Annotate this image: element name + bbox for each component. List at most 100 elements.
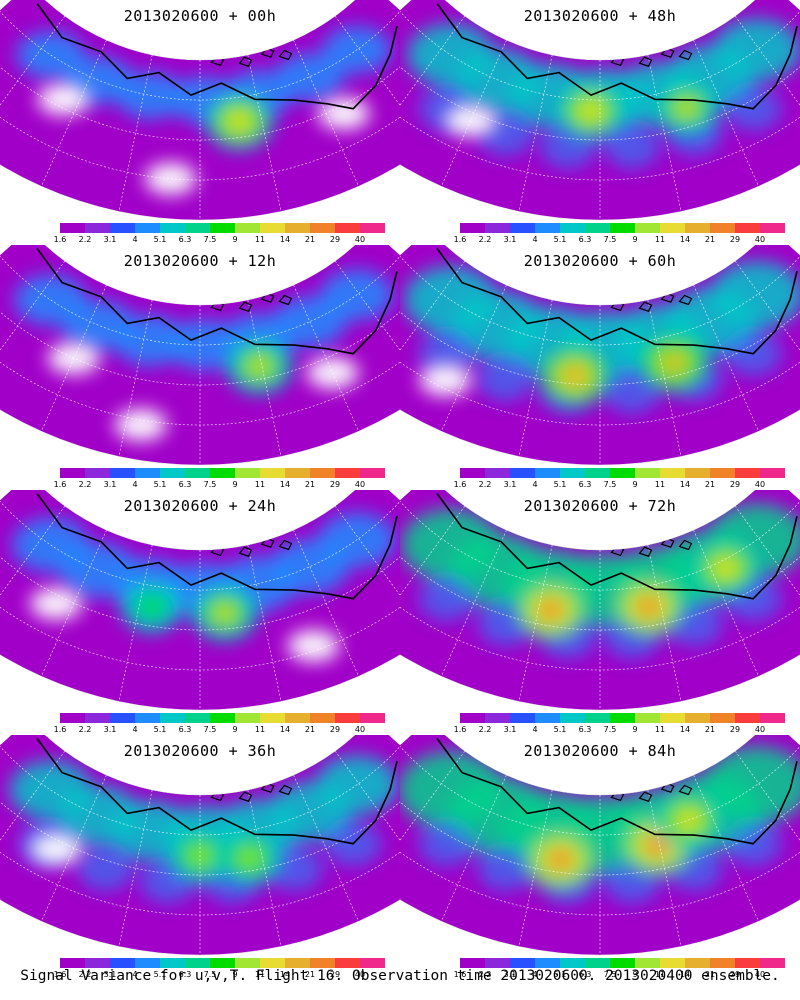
colorbar-swatch [510, 468, 535, 478]
colorbar-labels: 1.6 2.2 3.1 4 5.1 6.3 7.5 9 11 14 21 29 40 [54, 725, 365, 735]
colorbar-swatch [710, 223, 735, 233]
colorbar-labels: 1.6 2.2 3.1 4 5.1 6.3 7.5 9 11 14 21 29 40 [454, 725, 765, 735]
colorbar-swatch [335, 713, 360, 723]
colorbar-swatch [660, 468, 685, 478]
panel-title: 2013020600 + 24h [123, 497, 277, 515]
colorbar-label: 21 [704, 725, 716, 734]
colorbar-swatch [160, 468, 185, 478]
colorbar-label: 7.5 [203, 970, 217, 979]
colorbar-swatch [285, 958, 310, 968]
colorbar-swatch [660, 713, 685, 723]
colorbar-swatch [735, 713, 760, 723]
colorbar-swatch [535, 223, 560, 233]
colorbar-label: 3.1 [103, 725, 117, 734]
figure-caption: Signal Variance for u,v,T. Flight 16. Ob… [20, 968, 780, 984]
colorbar-label: 40 [354, 235, 366, 244]
colorbar-swatch [710, 958, 735, 968]
colorbar-swatch [110, 223, 135, 233]
colorbar-label: 6.3 [178, 725, 192, 734]
colorbar-label: 9 [232, 480, 238, 489]
colorbar-swatch [310, 223, 335, 233]
colorbar-swatch [135, 713, 160, 723]
colorbar-swatch [510, 713, 535, 723]
colorbar [460, 713, 785, 723]
colorbar-swatch [160, 958, 185, 968]
colorbar-label: 29 [329, 480, 341, 489]
panel-title: 2013020600 + 00h [123, 7, 277, 25]
colorbar-swatch [760, 958, 785, 968]
colorbar-label: 6.3 [578, 480, 592, 489]
colorbar-swatch [735, 223, 760, 233]
colorbar [460, 468, 785, 478]
colorbar-swatch [335, 468, 360, 478]
colorbar-label: 3.1 [503, 725, 517, 734]
colorbar-swatch [635, 713, 660, 723]
colorbar-label: 9 [232, 970, 238, 979]
colorbar-label: 3.1 [503, 480, 517, 489]
colorbar-label: 2.2 [478, 480, 492, 489]
colorbar-label: 4 [132, 480, 138, 489]
colorbar-labels: 1.6 2.2 3.1 4 5.1 6.3 7.5 9 11 14 21 29 40 [54, 235, 365, 245]
colorbar-swatch [85, 958, 110, 968]
colorbar-swatch [535, 713, 560, 723]
colorbar-swatch [735, 468, 760, 478]
colorbar-label: 5.1 [553, 480, 567, 489]
forecast-panel: 2013020600 + 84h 1.6 2.2 3.1 4 5.1 6.3 7.5 9 11 14… [400, 735, 800, 980]
colorbar-swatch [560, 713, 585, 723]
colorbar-label: 14 [679, 480, 691, 489]
colorbar-swatch [460, 468, 485, 478]
colorbar-label: 40 [354, 480, 366, 489]
colorbar-label: 40 [754, 235, 766, 244]
colorbar-swatch [710, 713, 735, 723]
colorbar-swatch [760, 223, 785, 233]
colorbar-swatch [135, 223, 160, 233]
colorbar-swatch [660, 223, 685, 233]
colorbar-swatch [460, 958, 485, 968]
colorbar-label: 21 [304, 970, 316, 979]
colorbar-swatch [185, 468, 210, 478]
colorbar-swatch [210, 713, 235, 723]
colorbar-swatch [160, 223, 185, 233]
colorbar-swatch [610, 223, 635, 233]
colorbar-label: 11 [654, 480, 666, 489]
colorbar-label: 7.5 [203, 235, 217, 244]
colorbar-swatch [85, 468, 110, 478]
colorbar-swatch [685, 223, 710, 233]
colorbar-swatch [485, 468, 510, 478]
colorbar-label: 5.1 [553, 725, 567, 734]
colorbar-label: 11 [254, 725, 266, 734]
colorbar-label: 11 [254, 970, 266, 979]
colorbar-swatch [335, 223, 360, 233]
colorbar-label: 1.6 [453, 970, 467, 979]
colorbar-label: 14 [679, 725, 691, 734]
colorbar-swatch [735, 958, 760, 968]
colorbar-label: 1.6 [453, 725, 467, 734]
colorbar-swatch [110, 713, 135, 723]
colorbar-swatch [460, 713, 485, 723]
colorbar-swatch [110, 958, 135, 968]
colorbar-labels: 1.6 2.2 3.1 4 5.1 6.3 7.5 9 11 14 21 29 40 [454, 235, 765, 245]
colorbar-swatch [310, 958, 335, 968]
colorbar-swatch [285, 223, 310, 233]
colorbar-swatch [260, 958, 285, 968]
colorbar-label: 29 [329, 725, 341, 734]
colorbar-swatch [185, 958, 210, 968]
colorbar-swatch [335, 958, 360, 968]
colorbar-label: 14 [279, 725, 291, 734]
colorbar-label: 6.3 [178, 970, 192, 979]
colorbar-label: 3.1 [103, 235, 117, 244]
colorbar-label: 14 [679, 970, 691, 979]
colorbar-labels: 1.6 2.2 3.1 4 5.1 6.3 7.5 9 11 14 21 29 40 [54, 480, 365, 490]
variance-map [0, 0, 400, 221]
colorbar-label: 2.2 [78, 725, 92, 734]
colorbar-label: 14 [279, 235, 291, 244]
colorbar-label: 3.1 [503, 235, 517, 244]
colorbar-swatch [235, 958, 260, 968]
colorbar-swatch [110, 468, 135, 478]
colorbar-swatch [360, 713, 385, 723]
colorbar-swatch [185, 223, 210, 233]
colorbar-swatch [685, 468, 710, 478]
colorbar-swatch [85, 713, 110, 723]
colorbar-swatch [135, 468, 160, 478]
colorbar-label: 29 [729, 235, 741, 244]
